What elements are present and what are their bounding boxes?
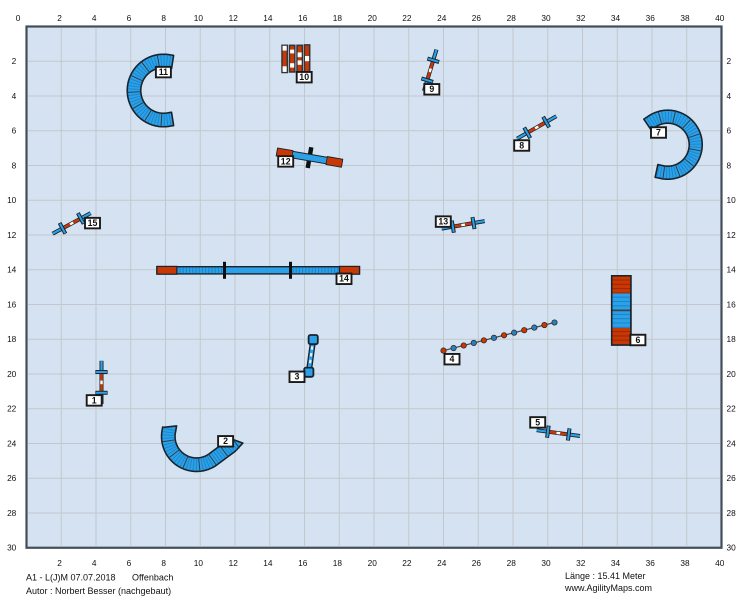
svg-text:4: 4 xyxy=(727,91,732,101)
svg-text:28: 28 xyxy=(507,558,517,568)
svg-text:13: 13 xyxy=(438,217,448,227)
svg-text:36: 36 xyxy=(646,13,656,23)
svg-text:20: 20 xyxy=(7,369,17,379)
svg-text:2: 2 xyxy=(57,558,62,568)
svg-text:Autor : Norbert Besser (nachge: Autor : Norbert Besser (nachgebaut) xyxy=(26,586,171,596)
svg-text:10: 10 xyxy=(299,72,309,82)
svg-text:12: 12 xyxy=(229,13,239,23)
svg-text:26: 26 xyxy=(472,558,482,568)
svg-text:3: 3 xyxy=(295,372,300,382)
svg-text:Länge : 15.41 Meter: Länge : 15.41 Meter xyxy=(565,571,646,581)
svg-text:24: 24 xyxy=(7,438,17,448)
svg-text:0: 0 xyxy=(16,13,21,23)
svg-text:14: 14 xyxy=(727,265,737,275)
svg-text:26: 26 xyxy=(727,473,737,483)
svg-text:20: 20 xyxy=(368,558,378,568)
svg-text:2: 2 xyxy=(57,13,62,23)
svg-text:8: 8 xyxy=(727,160,732,170)
svg-text:4: 4 xyxy=(92,558,97,568)
svg-text:Offenbach: Offenbach xyxy=(132,573,173,583)
svg-text:www.AgilityMaps.com: www.AgilityMaps.com xyxy=(564,583,652,593)
svg-text:24: 24 xyxy=(727,438,737,448)
svg-text:30: 30 xyxy=(541,13,551,23)
svg-text:16: 16 xyxy=(298,558,308,568)
svg-text:5: 5 xyxy=(535,417,540,427)
svg-text:30: 30 xyxy=(541,558,551,568)
svg-text:22: 22 xyxy=(402,558,412,568)
svg-text:10: 10 xyxy=(194,13,204,23)
svg-text:8: 8 xyxy=(519,140,524,150)
svg-text:34: 34 xyxy=(611,13,621,23)
svg-text:28: 28 xyxy=(507,13,517,23)
svg-text:6: 6 xyxy=(727,126,732,136)
svg-text:22: 22 xyxy=(7,404,17,414)
svg-text:30: 30 xyxy=(727,543,737,553)
svg-text:2: 2 xyxy=(12,56,17,66)
svg-text:7: 7 xyxy=(656,127,661,137)
svg-text:12: 12 xyxy=(7,230,17,240)
svg-text:4: 4 xyxy=(12,91,17,101)
svg-text:34: 34 xyxy=(611,558,621,568)
svg-text:14: 14 xyxy=(263,558,273,568)
svg-text:40: 40 xyxy=(715,558,725,568)
svg-text:12: 12 xyxy=(229,558,239,568)
svg-text:10: 10 xyxy=(7,195,17,205)
svg-text:26: 26 xyxy=(472,13,482,23)
svg-text:11: 11 xyxy=(159,67,168,77)
svg-text:26: 26 xyxy=(7,473,17,483)
svg-text:32: 32 xyxy=(576,558,586,568)
svg-text:10: 10 xyxy=(194,558,204,568)
svg-text:6: 6 xyxy=(635,335,640,345)
svg-text:12: 12 xyxy=(281,156,291,166)
svg-text:8: 8 xyxy=(12,160,17,170)
svg-text:30: 30 xyxy=(7,543,17,553)
svg-text:24: 24 xyxy=(437,558,447,568)
svg-text:36: 36 xyxy=(646,558,656,568)
svg-text:24: 24 xyxy=(437,13,447,23)
svg-text:16: 16 xyxy=(727,299,737,309)
svg-text:4: 4 xyxy=(450,354,455,364)
svg-text:15: 15 xyxy=(88,218,98,228)
svg-text:18: 18 xyxy=(7,334,17,344)
svg-text:18: 18 xyxy=(727,334,737,344)
svg-text:12: 12 xyxy=(727,230,737,240)
svg-text:14: 14 xyxy=(7,265,17,275)
svg-text:6: 6 xyxy=(127,558,132,568)
svg-text:40: 40 xyxy=(715,13,725,23)
svg-text:1: 1 xyxy=(92,395,97,405)
svg-text:4: 4 xyxy=(92,13,97,23)
svg-text:14: 14 xyxy=(263,13,273,23)
svg-text:20: 20 xyxy=(368,13,378,23)
svg-text:8: 8 xyxy=(161,558,166,568)
svg-text:8: 8 xyxy=(161,13,166,23)
svg-text:2: 2 xyxy=(223,436,228,446)
svg-text:32: 32 xyxy=(576,13,586,23)
svg-text:9: 9 xyxy=(429,84,434,94)
svg-text:22: 22 xyxy=(402,13,412,23)
svg-text:38: 38 xyxy=(680,558,690,568)
svg-text:A1 - L(J)M 07.07.2018: A1 - L(J)M 07.07.2018 xyxy=(26,573,116,583)
svg-text:16: 16 xyxy=(7,299,17,309)
svg-text:10: 10 xyxy=(727,195,737,205)
svg-text:38: 38 xyxy=(680,13,690,23)
svg-text:22: 22 xyxy=(727,404,737,414)
svg-text:28: 28 xyxy=(727,508,737,518)
svg-text:20: 20 xyxy=(727,369,737,379)
svg-text:6: 6 xyxy=(12,126,17,136)
svg-text:6: 6 xyxy=(127,13,132,23)
svg-text:18: 18 xyxy=(333,558,343,568)
svg-text:14: 14 xyxy=(339,274,349,284)
svg-text:28: 28 xyxy=(7,508,17,518)
svg-text:2: 2 xyxy=(727,56,732,66)
svg-text:16: 16 xyxy=(298,13,308,23)
svg-text:18: 18 xyxy=(333,13,343,23)
